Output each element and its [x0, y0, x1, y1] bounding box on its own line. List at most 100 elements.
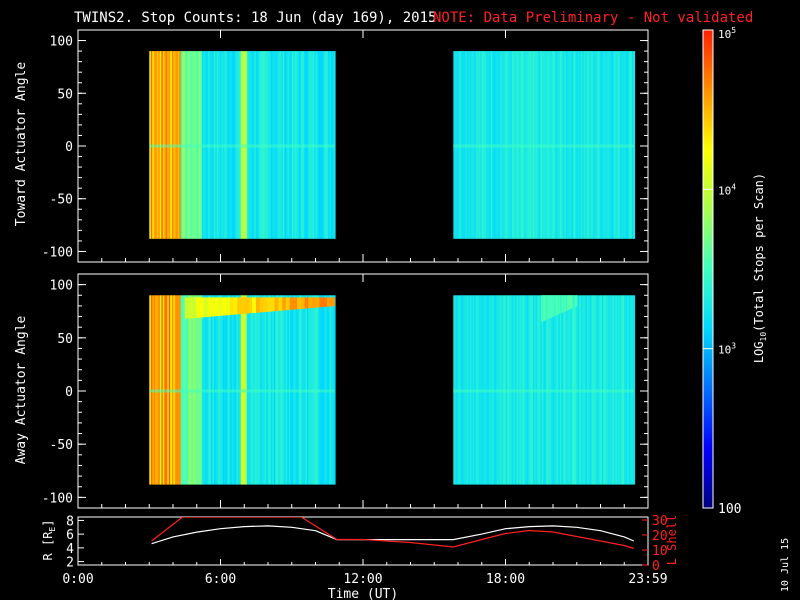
feature-cell — [222, 297, 227, 316]
feature-cell — [203, 297, 208, 318]
feature-2 — [541, 295, 578, 322]
feature-cell — [274, 297, 279, 311]
feature-cell — [550, 295, 553, 318]
feature-cell — [569, 295, 571, 310]
feature-cell — [308, 297, 313, 309]
feature-cell — [248, 297, 253, 314]
feature-cell — [323, 297, 328, 307]
feature-cell — [547, 295, 549, 320]
feature-cell — [567, 295, 569, 311]
feature-cell — [560, 295, 563, 314]
feature-cell — [184, 297, 190, 319]
feature-cell — [226, 297, 231, 316]
toward-heatmap-panel: -100 -50 0 50 100 — [42, 29, 649, 263]
y-tick-label: 50 — [57, 87, 73, 102]
zero-angle-band — [149, 144, 335, 148]
x-tick-label: 23:59 — [628, 572, 667, 587]
feature-cell — [211, 297, 216, 317]
zero-angle-band — [453, 144, 634, 148]
r-tick-label: 4 — [66, 542, 74, 557]
y-tick-label: 50 — [57, 332, 73, 347]
lshell-axis-label: L Shell — [665, 515, 679, 566]
away-ylabel: Away Actuator Angle — [14, 315, 29, 464]
feature-cell — [237, 297, 242, 315]
zero-angle-band — [149, 389, 335, 393]
feature-cell — [562, 295, 564, 313]
feature-cell — [561, 295, 563, 313]
feature-cell — [552, 295, 555, 317]
feature-cell — [233, 297, 238, 315]
feature-cell — [575, 295, 577, 307]
feature-cell — [278, 297, 283, 311]
feature-cell — [263, 297, 268, 312]
colorbar-tick-label: 100 — [718, 502, 741, 517]
heatmap-column — [633, 295, 636, 485]
lshell-tick-label: 0 — [652, 559, 660, 574]
feature-cell — [574, 295, 576, 308]
feature-cell — [570, 295, 572, 309]
heatmap-column — [333, 295, 336, 485]
data-segment-2 — [453, 51, 636, 239]
preliminary-note: NOTE: Data Preliminary - Not validated — [433, 10, 753, 26]
footer-date: 10 Jul 15 — [780, 538, 791, 592]
x-tick-label: 0:00 — [62, 572, 93, 587]
feature-cell — [546, 295, 548, 320]
x-tick-label: 12:00 — [343, 572, 382, 587]
feature-cell — [255, 297, 261, 313]
feature-cell — [573, 295, 575, 308]
feature-cell — [252, 297, 257, 313]
data-segment-1 — [149, 51, 336, 239]
feature-cell — [327, 297, 332, 307]
r-axis-label: R [RE] — [41, 520, 57, 561]
x-axis-label: Time (UT) — [328, 587, 398, 600]
y-tick-label: -50 — [50, 193, 73, 208]
zero-angle-band — [453, 389, 634, 393]
feature-cell — [551, 295, 554, 318]
feature-cell — [196, 297, 201, 318]
feature-cell — [558, 295, 561, 314]
feature-cell — [555, 295, 557, 316]
r-tick-label: 2 — [66, 556, 74, 571]
data-segment-1 — [149, 295, 336, 485]
feature-1 — [184, 297, 335, 319]
feature-cell — [557, 295, 559, 315]
feature-cell — [549, 295, 551, 319]
feature-cell — [199, 297, 204, 318]
r-tick-label: 6 — [66, 528, 74, 543]
y-tick-label: 0 — [65, 140, 73, 155]
toward-ylabel: Toward Actuator Angle — [14, 62, 29, 227]
feature-cell — [548, 295, 550, 319]
x-tick-label: 6:00 — [205, 572, 236, 587]
feature-cell — [541, 295, 543, 322]
y-tick-label: 100 — [50, 279, 73, 294]
feature-cell — [553, 295, 555, 317]
y-tick-label: 100 — [50, 35, 73, 50]
figure-title: TWINS2. Stop Counts: 18 Jun (day 169), 2… — [74, 10, 436, 26]
lshell-series-line — [151, 517, 634, 550]
feature-cell — [218, 297, 223, 316]
ephemeris-frame — [77, 516, 649, 566]
heatmap-column — [633, 51, 636, 239]
feature-cell — [315, 297, 320, 308]
r-tick-label: 8 — [66, 514, 74, 529]
feature-cell — [545, 295, 547, 320]
feature-cell — [241, 297, 246, 314]
colorbar-label: LOG10(Total Stops per Scan) — [752, 173, 768, 363]
heatmap-column — [333, 51, 336, 239]
feature-cell — [282, 297, 287, 311]
feature-cell — [571, 295, 573, 309]
feature-cell — [207, 297, 212, 317]
feature-cell — [192, 297, 197, 318]
feature-cell — [297, 297, 302, 310]
feature-cell — [304, 297, 309, 309]
feature-cell — [214, 297, 219, 317]
feature-cell — [556, 295, 558, 316]
y-tick-label: -50 — [50, 438, 73, 453]
feature-cell — [542, 295, 545, 322]
feature-cell — [293, 297, 298, 310]
feature-cell — [289, 297, 294, 310]
feature-cell — [575, 295, 578, 307]
data-segment-2 — [453, 295, 636, 485]
feature-cell — [267, 297, 272, 312]
feature-cell — [566, 295, 568, 311]
